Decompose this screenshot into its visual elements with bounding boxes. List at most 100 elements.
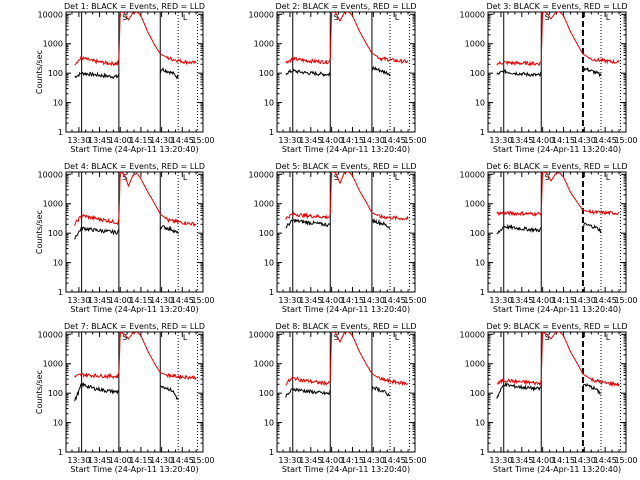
series-events-line <box>285 218 331 229</box>
series-events-line <box>496 381 542 399</box>
x-tick-label: 14:30 <box>150 136 173 145</box>
y-tick-label: 10000 <box>460 10 485 19</box>
x-tick-label: 13:45 <box>299 136 322 145</box>
x-tick-label: 14:00 <box>531 136 554 145</box>
y-tick-label: 10000 <box>38 10 63 19</box>
y-tick-label: 10000 <box>460 330 485 339</box>
panel-title: Det 2: BLACK = Events, RED = LLD <box>276 2 417 11</box>
y-tick-label: 1 <box>58 128 63 137</box>
y-axis-label: Counts/sec <box>35 370 44 414</box>
panel-title: Det 1: BLACK = Events, RED = LLD <box>64 2 205 11</box>
x-tick-label: 14:15 <box>129 136 152 145</box>
x-tick-label: 14:45 <box>171 296 194 305</box>
series-lld-line <box>74 172 197 228</box>
y-tick-label: 1000 <box>254 40 274 49</box>
y-tick-label: 1000 <box>43 40 63 49</box>
series-events-line <box>371 385 391 397</box>
x-tick-label: 14:00 <box>531 296 554 305</box>
marker-label: L <box>395 13 400 22</box>
panel-title: Det 9: BLACK = Events, RED = LLD <box>487 322 628 331</box>
series-events-line <box>159 225 179 234</box>
y-tick-label: 1000 <box>254 200 274 209</box>
panel-det-4: Det 4: BLACK = Events, RED = LLD 1 10 100 10… <box>35 162 215 314</box>
plot-frame <box>65 331 204 453</box>
plot-frame <box>276 331 416 453</box>
panel-title: Det 7: BLACK = Events, RED = LLD <box>64 322 205 331</box>
x-tick-label: 14:45 <box>171 136 194 145</box>
panel-det-2: Det 2: BLACK = Events, RED = LLD 1 10 100 10… <box>249 2 427 154</box>
series-events-line <box>285 386 331 398</box>
x-axis-label: Start Time (24-Apr-11 13:20:40) <box>70 145 198 154</box>
y-tick-label: 100 <box>259 389 274 398</box>
x-tick-label: 14:15 <box>552 136 575 145</box>
x-tick-label: 13:45 <box>88 296 111 305</box>
series-events-line <box>371 217 391 229</box>
y-tick-label: 1000 <box>43 360 63 369</box>
x-tick-label: 14:30 <box>362 296 385 305</box>
series-lld-line <box>285 12 409 65</box>
y-tick-label: 1000 <box>43 200 63 209</box>
x-axis-label: Start Time (24-Apr-11 13:20:40) <box>282 145 410 154</box>
x-tick-label: 14:45 <box>383 296 406 305</box>
marker-label: S <box>545 13 550 22</box>
x-tick-label: 15:00 <box>614 136 637 145</box>
x-tick-label: 13:45 <box>510 456 533 465</box>
series-events-line <box>74 71 120 79</box>
x-tick-label: 14:15 <box>552 296 575 305</box>
y-tick-label: 1 <box>58 448 63 457</box>
y-tick-label: 10 <box>53 259 63 268</box>
y-tick-label: 10 <box>264 259 274 268</box>
x-tick-label: 13:30 <box>489 136 512 145</box>
x-tick-label: 14:30 <box>573 296 596 305</box>
marker-label: L <box>183 333 188 342</box>
panel-det-8: Det 8: BLACK = Events, RED = LLD 1 10 100 10… <box>249 322 427 474</box>
plot-frame <box>65 11 204 133</box>
series-events-line <box>159 385 179 400</box>
marker-label: S <box>545 333 550 342</box>
x-tick-label: 13:30 <box>67 296 90 305</box>
x-tick-label: 15:00 <box>403 296 426 305</box>
x-tick-label: 13:45 <box>88 136 111 145</box>
y-tick-label: 10 <box>53 99 63 108</box>
x-tick-label: 13:30 <box>278 136 301 145</box>
series-lld-line <box>74 332 197 381</box>
series-lld-line <box>496 172 620 217</box>
x-tick-label: 14:00 <box>320 296 343 305</box>
series-events-line <box>582 382 602 395</box>
x-tick-label: 14:00 <box>109 296 132 305</box>
y-tick-label: 100 <box>259 229 274 238</box>
y-tick-label: 1 <box>480 288 485 297</box>
y-tick-label: 1000 <box>465 360 485 369</box>
x-tick-label: 13:30 <box>489 456 512 465</box>
x-tick-label: 13:45 <box>88 456 111 465</box>
panel-det-6: Det 6: BLACK = Events, RED = LLD 1 10 100 10… <box>460 162 638 314</box>
series-events-line <box>285 68 331 77</box>
x-tick-label: 14:30 <box>150 456 173 465</box>
x-tick-label: 13:45 <box>299 296 322 305</box>
y-axis-label: Counts/sec <box>35 50 44 94</box>
x-tick-label: 15:00 <box>403 456 426 465</box>
x-tick-label: 14:30 <box>573 456 596 465</box>
y-tick-label: 100 <box>470 69 485 78</box>
plot-frame <box>487 11 627 133</box>
marker-label: S <box>122 13 127 22</box>
x-tick-label: 13:30 <box>278 296 301 305</box>
y-tick-label: 100 <box>48 229 63 238</box>
x-tick-label: 14:00 <box>320 136 343 145</box>
y-tick-label: 1000 <box>465 200 485 209</box>
x-tick-label: 14:15 <box>129 296 152 305</box>
y-tick-label: 1 <box>269 448 274 457</box>
x-tick-label: 15:00 <box>614 456 637 465</box>
x-tick-label: 14:45 <box>171 456 194 465</box>
marker-label: S <box>334 173 339 182</box>
panel-det-7: Det 7: BLACK = Events, RED = LLD 1 10 100 10… <box>35 322 215 474</box>
y-tick-label: 1 <box>480 128 485 137</box>
series-lld-line <box>74 12 197 67</box>
y-tick-label: 100 <box>48 389 63 398</box>
series-lld-line <box>496 332 620 388</box>
panel-title: Det 4: BLACK = Events, RED = LLD <box>64 162 205 171</box>
panel-det-5: Det 5: BLACK = Events, RED = LLD 1 10 100 10… <box>249 162 427 314</box>
y-tick-label: 10000 <box>249 330 274 339</box>
y-tick-label: 1 <box>480 448 485 457</box>
